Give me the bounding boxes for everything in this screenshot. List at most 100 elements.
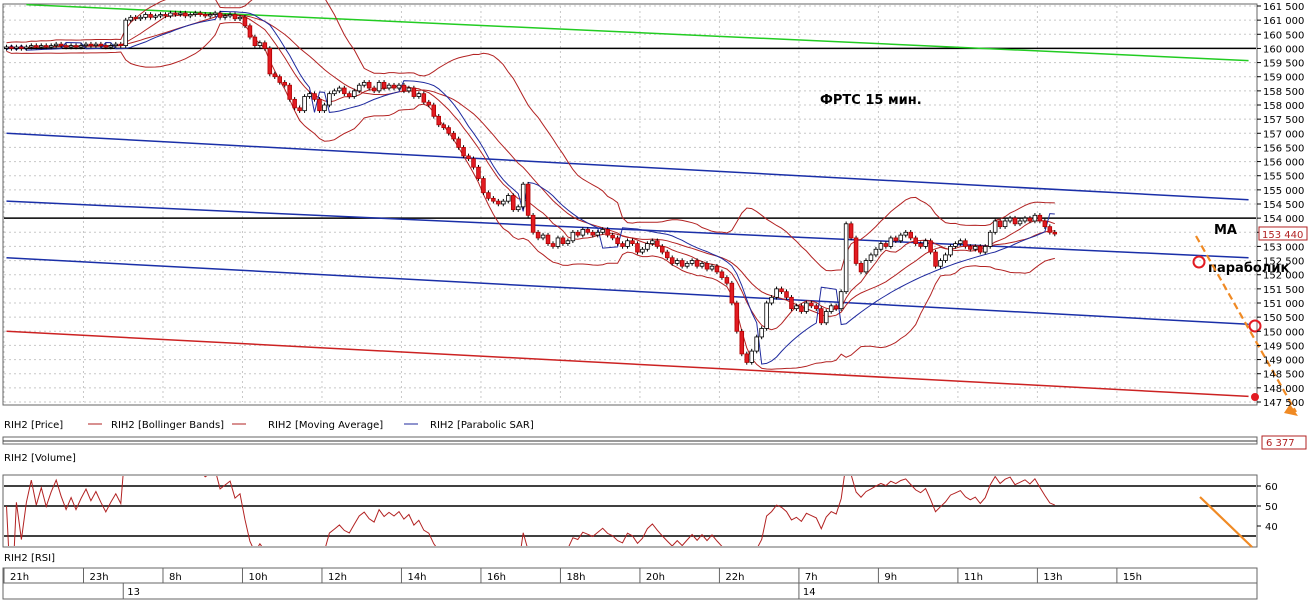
bollinger-upper-line: [6, 0, 1055, 272]
volume-last-value: 6 377: [1266, 438, 1295, 449]
price-tick-label: 149 000: [1263, 356, 1304, 367]
price-tick-label: 158 000: [1263, 101, 1304, 112]
candle-bull: [138, 16, 143, 20]
candle-bull: [600, 229, 605, 233]
time-tick-label: 23h: [89, 572, 108, 583]
candle-bear: [19, 46, 24, 49]
time-tick-label: 21h: [10, 572, 29, 583]
candle-bear: [714, 265, 720, 273]
candle-bear: [1047, 226, 1053, 233]
candle-bear: [734, 302, 740, 332]
candle-bear: [610, 234, 615, 239]
parabolic-sar-line: [6, 10, 1055, 365]
candle-bear: [73, 45, 79, 48]
price-tick-label: 159 000: [1263, 73, 1304, 84]
sar-annotation: параболик: [1208, 261, 1289, 276]
candle-bull: [640, 248, 645, 253]
candle-bull: [416, 93, 422, 97]
price-tick-label: 152 000: [1263, 271, 1304, 282]
legend: RIH2 [Price] RIH2 [Bollinger Bands] RIH2…: [4, 420, 534, 431]
candle-bear: [814, 305, 819, 310]
blue-channel-low-line: [6, 256, 1249, 325]
candle-bull: [953, 243, 958, 247]
candle-bull: [843, 223, 849, 293]
candle-bear: [481, 178, 486, 194]
candle-bull: [48, 45, 54, 48]
candle-bull: [565, 240, 571, 244]
candle-bear: [103, 45, 109, 48]
candle-bear: [550, 243, 556, 247]
candle-bear: [977, 246, 983, 253]
candle-bull: [903, 231, 909, 236]
candle-bull: [1007, 217, 1013, 222]
candle-bear: [724, 277, 730, 284]
candle-bull: [93, 43, 99, 47]
bollinger-lower-line: [6, 22, 1055, 370]
candle-bull: [168, 12, 173, 17]
candle-bear: [933, 251, 938, 267]
candle-bull: [53, 43, 59, 47]
candle-bear: [252, 36, 258, 46]
candle-bear: [719, 271, 725, 278]
candle-bear: [853, 237, 859, 264]
candle-bear: [560, 237, 566, 244]
candle-bear: [317, 98, 322, 112]
candle-bull: [78, 45, 84, 48]
price-tick-label: 155 000: [1263, 186, 1304, 197]
candle-bull: [580, 229, 586, 236]
candle-bull: [888, 237, 894, 247]
candle-bear: [963, 240, 968, 247]
blue-channel-top-line: [6, 132, 1249, 201]
candle-bear: [163, 14, 168, 17]
candle-bull: [396, 84, 402, 89]
candle-bear: [1042, 220, 1048, 228]
candle-bear: [342, 87, 347, 95]
candle-bull: [153, 15, 158, 18]
candle-bull: [188, 14, 193, 17]
candle-bear: [118, 43, 124, 47]
candle-bull: [948, 246, 953, 256]
candle-bear: [441, 124, 446, 129]
candle-bear: [1037, 214, 1043, 222]
candle-bear: [664, 251, 670, 259]
candle-bear: [277, 76, 283, 83]
candle-bull: [520, 183, 526, 208]
ma-annotation: MA: [1214, 223, 1237, 238]
candle-bear: [1052, 231, 1058, 235]
candle-bull: [863, 260, 869, 273]
price-tick-label: 161 000: [1263, 16, 1304, 27]
candle-bull: [595, 231, 600, 236]
candle-bear: [525, 183, 531, 216]
candle-bear: [312, 93, 317, 100]
candle-bear: [297, 107, 302, 112]
legend-sar: RIH2 [Parabolic SAR]: [430, 420, 534, 431]
time-tick-label: 22h: [725, 572, 744, 583]
legend-bb: RIH2 [Bollinger Bands]: [111, 420, 224, 431]
candle-bear: [1012, 217, 1018, 225]
candle-bull: [4, 46, 9, 49]
candle-bear: [968, 246, 973, 250]
candle-bull: [237, 16, 243, 20]
candle-bull: [193, 12, 198, 15]
candle-bull: [958, 240, 963, 244]
candle-bear: [34, 45, 39, 48]
price-tick-label: 160 000: [1263, 44, 1304, 55]
candle-bear: [282, 81, 287, 86]
indicator-overlays: [6, 0, 1055, 370]
candle-bear: [88, 43, 94, 47]
candle-bear: [615, 237, 620, 244]
candle-bear: [858, 262, 864, 273]
candle-bear: [217, 12, 223, 18]
candle-bull: [406, 87, 412, 92]
candle-bull: [923, 240, 928, 247]
candle-bull: [645, 243, 650, 250]
candle-bull: [764, 302, 769, 329]
candle-bear: [9, 46, 14, 49]
candle-bull: [828, 305, 834, 312]
candle-bear: [535, 231, 541, 239]
candle-bear: [401, 84, 407, 92]
time-axis: 21h 23h 8h 10h 12h 14h 16h 18h 20h 22h 7h 9h 11h 13h 1…: [3, 568, 1142, 599]
forecast-arrow-head: [1284, 404, 1298, 416]
candle-bull: [943, 254, 948, 261]
candle-bull: [992, 220, 998, 233]
